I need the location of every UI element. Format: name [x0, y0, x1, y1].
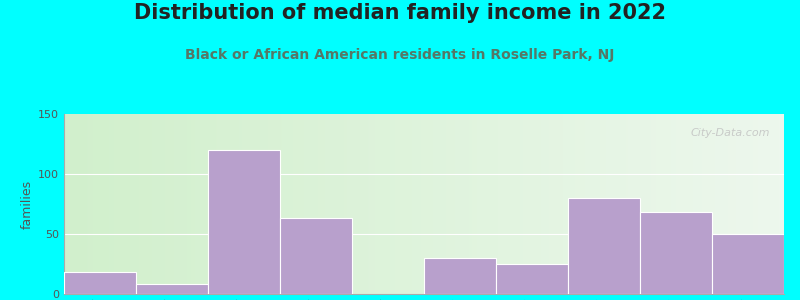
Bar: [280, 218, 352, 294]
Text: Black or African American residents in Roselle Park, NJ: Black or African American residents in R…: [186, 48, 614, 62]
Y-axis label: families: families: [21, 179, 34, 229]
Bar: [136, 284, 208, 294]
Text: Distribution of median family income in 2022: Distribution of median family income in …: [134, 3, 666, 23]
Bar: [640, 212, 712, 294]
Bar: [64, 272, 136, 294]
Bar: [568, 198, 640, 294]
Text: City-Data.com: City-Data.com: [690, 128, 770, 138]
Bar: [712, 234, 784, 294]
Bar: [496, 264, 568, 294]
Bar: [424, 258, 496, 294]
Bar: [208, 150, 280, 294]
